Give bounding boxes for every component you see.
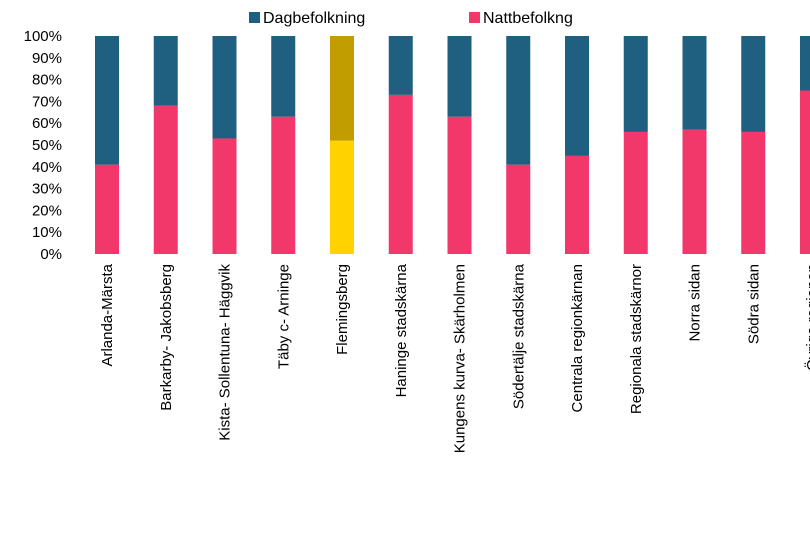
bar-dagbefolkning: [388, 36, 413, 95]
bar-dagbefolkning: [271, 36, 296, 117]
bar-nattbefolkng: [95, 164, 119, 254]
x-tick-label: Södertälje stadskärna: [510, 263, 527, 409]
x-tick-label: Norra sidan: [687, 264, 704, 342]
x-tick-label: Södra sidan: [745, 264, 762, 344]
bar-nattbefolkng: [800, 90, 810, 254]
legend-swatch-dagbefolkning: [249, 12, 260, 23]
legend-swatch-nattbefolkng: [469, 12, 480, 23]
bar-nattbefolkng: [682, 129, 707, 254]
y-tick-label: 50%: [32, 137, 62, 154]
y-tick-label: 40%: [32, 159, 62, 176]
bar-dagbefolkning: [565, 36, 589, 156]
legend: Dagbefolkning Nattbefolkng: [249, 10, 573, 27]
x-tick-label: Centrala regionkärnan: [569, 264, 586, 412]
y-tick-label: 70%: [32, 93, 62, 110]
bar-dagbefolkning: [95, 36, 119, 165]
bar-dagbefolkning: [800, 36, 810, 91]
x-tick-label: Täby c- Arninge: [275, 264, 292, 369]
bar-nattbefolkng: [330, 140, 354, 254]
legend-label-nattbefolkng: Nattbefolkng: [483, 10, 573, 27]
x-axis: Arlanda-Märsta Barkarby- Jakobsberg Kista-…: [99, 263, 810, 453]
y-tick-label: 30%: [32, 181, 62, 198]
bar-dagbefolkning: [741, 36, 766, 132]
bar-dagbefolkning: [330, 36, 354, 141]
bar-nattbefolkng: [565, 155, 589, 254]
x-tick-label: Regionala stadskärnor: [628, 264, 645, 414]
y-tick-label: 100%: [24, 28, 62, 45]
bar-nattbefolkng: [388, 94, 413, 254]
bars: [95, 36, 810, 254]
bar-dagbefolkning: [447, 36, 472, 117]
y-tick-label: 80%: [32, 72, 62, 89]
bar-dagbefolkning: [212, 36, 237, 139]
bar-dagbefolkning: [506, 36, 531, 165]
bar-nattbefolkng: [447, 116, 472, 254]
x-tick-label: Haninge stadskärna: [393, 263, 410, 397]
bar-nattbefolkng: [271, 116, 296, 254]
y-tick-label: 10%: [32, 224, 62, 241]
x-tick-label: Kista- Sollentuna- Häggvik: [217, 264, 234, 441]
y-axis: 0% 10% 20% 30% 40% 50% 60% 70% 80% 90% 100%: [24, 28, 62, 263]
x-tick-label: Flemingsberg: [334, 264, 351, 355]
bar-dagbefolkning: [623, 36, 648, 132]
y-tick-label: 90%: [32, 50, 62, 67]
bar-dagbefolkning: [682, 36, 707, 130]
bar-nattbefolkng: [741, 131, 766, 254]
bar-dagbefolkning: [153, 36, 178, 106]
x-tick-label: Barkarby- Jakobsberg: [158, 264, 175, 411]
x-tick-label: Kungens kurva- Skärholmen: [452, 264, 469, 453]
bar-nattbefolkng: [153, 105, 178, 254]
y-tick-label: 20%: [32, 202, 62, 219]
y-tick-label: 0%: [40, 246, 62, 263]
bar-nattbefolkng: [623, 131, 648, 254]
x-tick-label: Övriga regionen: [803, 264, 810, 371]
y-tick-label: 60%: [32, 115, 62, 132]
bar-nattbefolkng: [506, 164, 531, 254]
legend-label-dagbefolkning: Dagbefolkning: [263, 10, 365, 27]
bar-nattbefolkng: [212, 138, 237, 254]
x-tick-label: Arlanda-Märsta: [99, 263, 116, 366]
